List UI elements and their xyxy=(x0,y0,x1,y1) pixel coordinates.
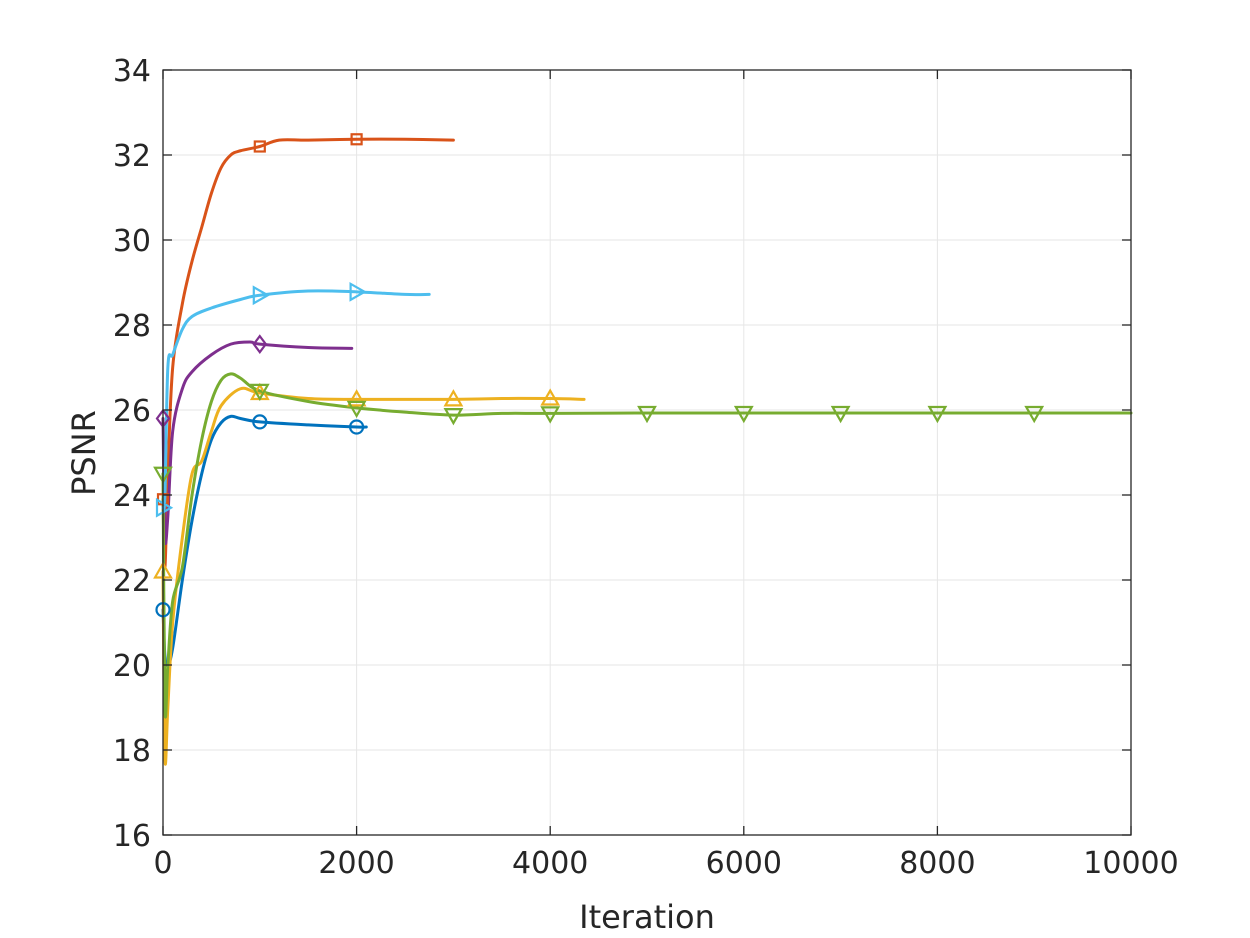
axis-ticks: 0 2000 4000 6000 8000 10000 16 18 20 22 24 26 28 30 32… xyxy=(113,54,1179,881)
series-5-marker-2 xyxy=(349,281,367,302)
y-tick-label-2: 20 xyxy=(113,649,151,684)
series-4-marker-5 xyxy=(637,405,657,424)
series-markers xyxy=(153,133,1045,618)
y-tick-label-4: 24 xyxy=(113,479,151,514)
series-4-marker-9 xyxy=(1024,405,1045,424)
series-1-marker-2 xyxy=(350,133,363,146)
series-5-marker-1 xyxy=(252,285,271,306)
plot-frame xyxy=(162,69,1132,836)
series-4-marker-1 xyxy=(249,383,270,402)
series-line-0 xyxy=(161,414,368,668)
y-tick-label-0: 16 xyxy=(113,819,151,854)
series-2-marker-4 xyxy=(540,388,561,406)
series-0-marker-1 xyxy=(252,414,268,430)
series-4-marker-7 xyxy=(830,405,851,424)
series-0-marker-2 xyxy=(349,419,365,435)
series-line-2 xyxy=(161,386,586,766)
series-4-marker-3 xyxy=(443,408,464,426)
y-tick-label-7: 30 xyxy=(113,224,151,259)
series-line-3 xyxy=(161,340,354,546)
series-5-marker-0 xyxy=(155,497,174,518)
y-tick-label-3: 22 xyxy=(113,564,151,599)
series-1-marker-1 xyxy=(253,140,266,153)
series-4-marker-2 xyxy=(346,400,367,419)
y-axis-label: PSNR xyxy=(65,410,103,496)
series-2-marker-2 xyxy=(346,389,367,407)
series-line-4 xyxy=(161,372,1133,719)
x-tick-label-5: 10000 xyxy=(1083,846,1178,881)
series-line-1 xyxy=(161,137,455,569)
series-lines xyxy=(161,137,1133,766)
series-2-marker-3 xyxy=(443,389,464,407)
x-tick-label-3: 6000 xyxy=(706,846,782,881)
series-3-marker-1 xyxy=(252,334,268,354)
series-4-marker-4 xyxy=(540,406,561,424)
x-axis-label: Iteration xyxy=(579,898,715,936)
x-tick-label-2: 4000 xyxy=(512,846,588,881)
series-4-marker-8 xyxy=(927,405,948,424)
y-tick-label-6: 28 xyxy=(113,309,151,344)
x-tick-label-1: 2000 xyxy=(318,846,394,881)
y-tick-label-1: 18 xyxy=(113,734,151,769)
x-tick-label-4: 8000 xyxy=(899,846,975,881)
series-4-marker-6 xyxy=(733,405,754,424)
y-tick-label-8: 32 xyxy=(113,139,151,174)
x-tick-label-0: 0 xyxy=(153,846,172,881)
grid-lines xyxy=(162,69,1132,836)
series-line-5 xyxy=(161,289,431,511)
y-tick-label-9: 34 xyxy=(113,54,151,89)
y-tick-label-5: 26 xyxy=(113,394,151,429)
